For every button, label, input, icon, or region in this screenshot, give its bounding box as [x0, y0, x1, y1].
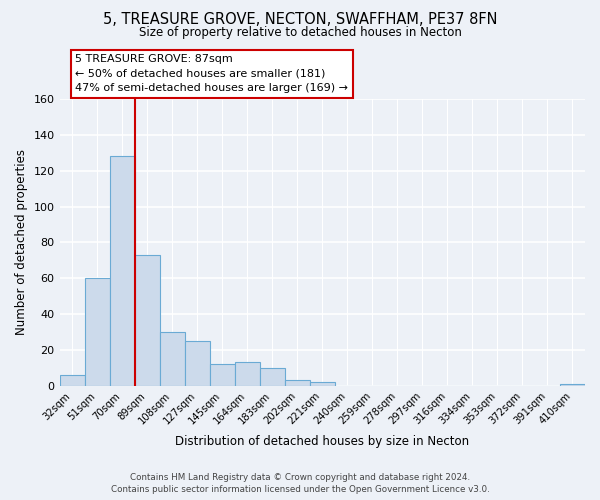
Bar — [110, 156, 134, 386]
Bar — [235, 362, 260, 386]
Bar — [310, 382, 335, 386]
Text: 5 TREASURE GROVE: 87sqm
← 50% of detached houses are smaller (181)
47% of semi-d: 5 TREASURE GROVE: 87sqm ← 50% of detache… — [76, 54, 349, 94]
Text: Size of property relative to detached houses in Necton: Size of property relative to detached ho… — [139, 26, 461, 39]
Y-axis label: Number of detached properties: Number of detached properties — [15, 150, 28, 336]
Bar — [260, 368, 285, 386]
Bar — [160, 332, 185, 386]
Bar — [59, 375, 85, 386]
Bar — [285, 380, 310, 386]
Bar — [134, 255, 160, 386]
X-axis label: Distribution of detached houses by size in Necton: Distribution of detached houses by size … — [175, 434, 469, 448]
Bar — [209, 364, 235, 386]
Bar — [560, 384, 585, 386]
Bar — [185, 341, 209, 386]
Bar — [85, 278, 110, 386]
Text: 5, TREASURE GROVE, NECTON, SWAFFHAM, PE37 8FN: 5, TREASURE GROVE, NECTON, SWAFFHAM, PE3… — [103, 12, 497, 28]
Text: Contains HM Land Registry data © Crown copyright and database right 2024.
Contai: Contains HM Land Registry data © Crown c… — [110, 472, 490, 494]
